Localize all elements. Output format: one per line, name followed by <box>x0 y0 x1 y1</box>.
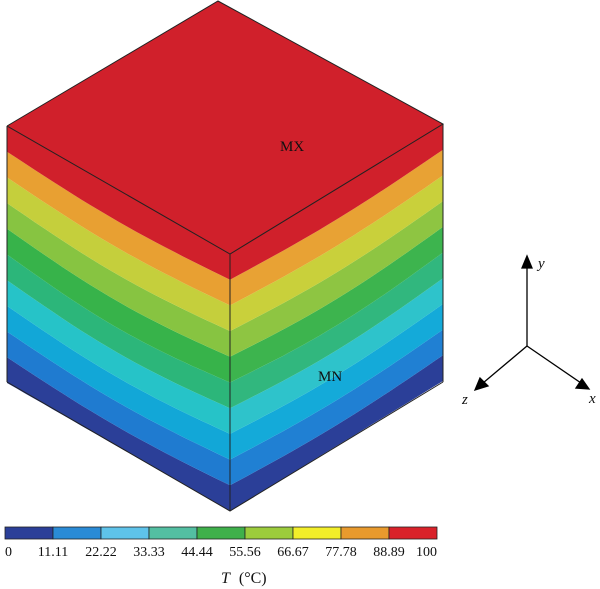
temperature-band <box>7 254 230 409</box>
colorbar-title: T (°C) <box>221 570 267 587</box>
colorbar-swatch <box>196 526 246 540</box>
colorbar-tick-label: 55.56 <box>229 545 261 560</box>
colorbar-tick-label: 77.78 <box>325 545 357 560</box>
cube-right-face <box>230 124 443 511</box>
temperature-band <box>230 124 443 280</box>
colorbar-tick-label: 33.33 <box>133 545 165 560</box>
cube-top-face <box>7 1 443 254</box>
temperature-band <box>230 149 443 306</box>
colorbar-swatch <box>340 526 390 540</box>
colorbar-swatch <box>388 526 438 540</box>
x-axis-label: x <box>588 391 596 407</box>
min-marker: MN <box>318 369 342 385</box>
temperature-band <box>7 151 230 306</box>
temperature-band <box>7 280 230 434</box>
colorbar-tick-labels: 0 11.11 22.22 33.33 44.44 55.56 66.67 77.78 88.8… <box>5 545 437 560</box>
temperature-band <box>7 203 230 357</box>
temperature-band <box>7 228 230 383</box>
cube: MX MN <box>6 0 444 512</box>
temperature-band <box>7 305 230 460</box>
temperature-band <box>7 177 230 332</box>
colorbar-swatch <box>148 526 198 540</box>
x-axis-line <box>526 345 582 384</box>
colorbar-unit: (°C) <box>239 570 267 587</box>
y-axis-label: y <box>536 256 545 272</box>
colorbar-swatch <box>100 526 150 540</box>
temperature-band <box>230 303 443 460</box>
axis-triad <box>473 254 591 392</box>
temperature-band <box>7 357 230 511</box>
cube-edges <box>6 0 444 512</box>
colorbar-tick-label: 11.11 <box>38 545 68 560</box>
colorbar-swatches <box>4 526 438 540</box>
temperature-band <box>230 226 443 383</box>
z-arrowhead <box>473 376 490 392</box>
temperature-band <box>7 126 230 280</box>
temperature-band <box>230 252 443 409</box>
temperature-band <box>230 201 443 357</box>
colorbar-tick-label: 22.22 <box>85 545 117 560</box>
colorbar-swatch <box>244 526 294 540</box>
colorbar-tick-label: 66.67 <box>277 545 309 560</box>
cube-left-face <box>7 126 230 511</box>
y-arrowhead <box>521 254 533 269</box>
colorbar-quantity: T <box>221 570 231 587</box>
max-marker: MX <box>280 139 304 155</box>
colorbar-tick-label: 0 <box>5 545 12 560</box>
z-axis-line <box>482 345 528 384</box>
colorbar-tick-label: 88.89 <box>373 545 405 560</box>
colorbar-swatch <box>4 526 54 540</box>
z-axis-label: z <box>461 392 468 408</box>
temperature-band <box>230 175 443 332</box>
temperature-band <box>230 355 443 511</box>
colorbar: 0 11.11 22.22 33.33 44.44 55.56 66.67 77.78 88.8… <box>4 526 438 587</box>
colorbar-tick-label: 100 <box>416 545 437 560</box>
x-arrowhead <box>574 377 591 390</box>
colorbar-tick-label: 44.44 <box>181 545 213 560</box>
temperature-band <box>230 329 443 486</box>
colorbar-swatch <box>292 526 342 540</box>
temperature-band <box>230 278 443 434</box>
temperature-band <box>7 331 230 486</box>
colorbar-swatch <box>52 526 102 540</box>
